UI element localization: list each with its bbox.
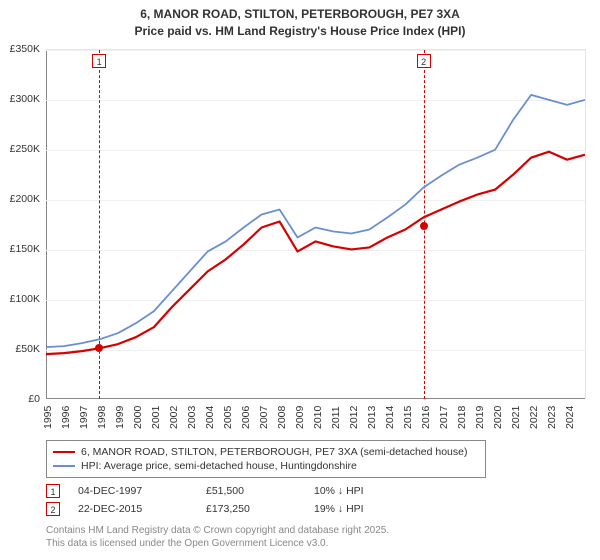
footer-line-2: This data is licensed under the Open Gov… — [46, 537, 389, 550]
x-tick-label: 2013 — [366, 405, 378, 428]
y-tick-label: £150K — [10, 243, 40, 255]
x-tick-label: 2004 — [204, 405, 216, 428]
x-tick-label: 2012 — [348, 405, 360, 428]
title-line-1: 6, MANOR ROAD, STILTON, PETERBOROUGH, PE… — [0, 6, 600, 23]
series-hpi — [46, 94, 585, 346]
footer-line-1: Contains HM Land Registry data © Crown c… — [46, 524, 389, 537]
x-tick-label: 2007 — [258, 405, 270, 428]
x-tick-label: 2024 — [564, 405, 576, 428]
x-tick-label: 2002 — [168, 405, 180, 428]
sale-price: £51,500 — [206, 485, 296, 497]
sale-row: 2 22-DEC-2015 £173,250 19% ↓ HPI — [46, 500, 586, 518]
y-tick-label: £250K — [10, 143, 40, 155]
sale-row-marker: 2 — [46, 502, 60, 516]
y-tick-label: £0 — [28, 393, 40, 405]
x-tick-label: 2022 — [528, 405, 540, 428]
legend-row: 6, MANOR ROAD, STILTON, PETERBOROUGH, PE… — [53, 445, 479, 459]
sale-row-marker: 1 — [46, 484, 60, 498]
x-tick-label: 2019 — [474, 405, 486, 428]
x-tick-label: 2006 — [240, 405, 252, 428]
legend-swatch — [53, 451, 75, 453]
sale-relative: 19% ↓ HPI — [314, 503, 424, 515]
y-tick-label: £350K — [10, 43, 40, 55]
legend-label: HPI: Average price, semi-detached house,… — [81, 460, 357, 472]
x-tick-label: 1996 — [60, 405, 72, 428]
title-line-2: Price paid vs. HM Land Registry's House … — [0, 23, 600, 40]
x-tick-label: 1998 — [96, 405, 108, 428]
x-tick-label: 2014 — [384, 405, 396, 428]
x-tick-label: 2018 — [456, 405, 468, 428]
sale-row: 1 04-DEC-1997 £51,500 10% ↓ HPI — [46, 482, 586, 500]
x-tick-label: 2020 — [492, 405, 504, 428]
sale-marker-box: 2 — [417, 54, 431, 68]
x-tick-label: 2010 — [312, 405, 324, 428]
x-tick-label: 2000 — [132, 405, 144, 428]
sale-relative: 10% ↓ HPI — [314, 485, 424, 497]
x-tick-label: 2003 — [186, 405, 198, 428]
sale-marker-dot — [420, 222, 428, 230]
x-tick-label: 2009 — [294, 405, 306, 428]
x-tick-label: 2001 — [150, 405, 162, 428]
y-tick-label: £300K — [10, 93, 40, 105]
y-axis: £0£50K£100K£150K£200K£250K£300K£350K — [0, 49, 44, 399]
legend-swatch — [53, 465, 75, 467]
x-tick-label: 1999 — [114, 405, 126, 428]
x-tick-label: 2021 — [510, 405, 522, 428]
chart-area: £0£50K£100K£150K£200K£250K£300K£350K 12 … — [0, 44, 600, 434]
legend-row: HPI: Average price, semi-detached house,… — [53, 459, 479, 473]
plot: 12 — [46, 49, 586, 399]
y-tick-label: £100K — [10, 293, 40, 305]
sales-table: 1 04-DEC-1997 £51,500 10% ↓ HPI 2 22-DEC-2015… — [46, 482, 586, 518]
legend-label: 6, MANOR ROAD, STILTON, PETERBOROUGH, PE… — [81, 446, 467, 458]
sale-date: 22-DEC-2015 — [78, 503, 188, 515]
sale-marker-box: 1 — [92, 54, 106, 68]
x-tick-label: 2023 — [546, 405, 558, 428]
x-tick-label: 2017 — [438, 405, 450, 428]
chart-container: 6, MANOR ROAD, STILTON, PETERBOROUGH, PE… — [0, 0, 600, 560]
x-tick-label: 2011 — [330, 406, 342, 429]
x-tick-label: 1995 — [42, 405, 54, 428]
x-tick-label: 2016 — [420, 405, 432, 428]
legend: 6, MANOR ROAD, STILTON, PETERBOROUGH, PE… — [46, 440, 486, 478]
sale-price: £173,250 — [206, 503, 296, 515]
y-tick-label: £200K — [10, 193, 40, 205]
y-tick-label: £50K — [15, 343, 40, 355]
series-property — [46, 151, 585, 353]
x-tick-label: 2008 — [276, 405, 288, 428]
x-tick-label: 2015 — [402, 405, 414, 428]
sale-marker-dot — [95, 344, 103, 352]
footer: Contains HM Land Registry data © Crown c… — [46, 524, 389, 550]
sale-date: 04-DEC-1997 — [78, 485, 188, 497]
x-tick-label: 2005 — [222, 405, 234, 428]
chart-lines — [46, 50, 585, 399]
x-tick-label: 1997 — [78, 405, 90, 428]
title-block: 6, MANOR ROAD, STILTON, PETERBOROUGH, PE… — [0, 0, 600, 44]
x-axis: 1995199619971998199920002001200220032004… — [46, 399, 586, 434]
